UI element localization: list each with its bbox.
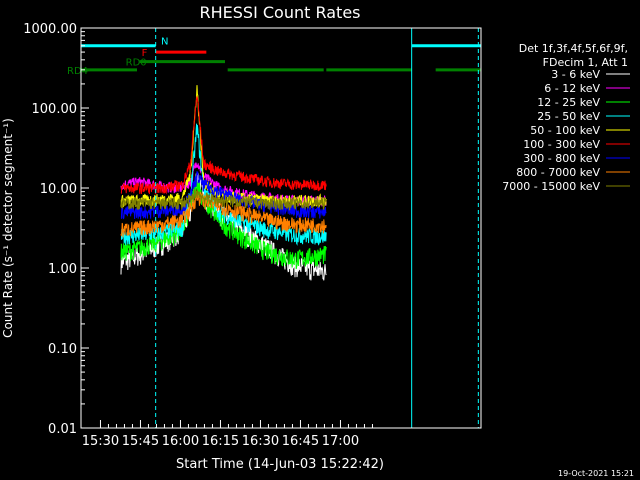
x-tick-label-6: 16:45 [282, 434, 319, 449]
series-line-6 [120, 96, 327, 195]
legend-label-7: 300 - 800 keV [523, 152, 600, 165]
chart-title: RHESSI Count Rates [200, 3, 361, 22]
legend-header-line-2: FDecim 1, Att 1 [543, 56, 628, 69]
legend-label-4: 25 - 50 keV [537, 110, 600, 123]
legend-label-3: 12 - 25 keV [537, 96, 600, 109]
flag-label-rd4: RD4 [67, 66, 88, 77]
y-tick-label-6: 1000.00 [23, 22, 77, 37]
x-tick-label-2: 15:45 [122, 434, 159, 449]
x-tick-label-7: 17:00 [322, 434, 359, 449]
series-line-3 [120, 178, 327, 270]
flag-label-rd0: RD0 [126, 58, 147, 69]
y-axis-label: Count Rate (s⁻¹ detector segment⁻¹) [1, 118, 15, 338]
y-tick-label-5: 100.00 [32, 102, 78, 117]
x-tick-label-1: 15:30 [82, 434, 119, 449]
x-axis-label: Start Time (14-Jun-03 15:22:42) [176, 457, 384, 472]
x-tick-label-3: 16:00 [162, 434, 199, 449]
flag-label-f: F [142, 48, 148, 59]
y-tick-label-2: 0.10 [48, 342, 77, 357]
legend-label-8: 800 - 7000 keV [516, 166, 600, 179]
x-tick-label-5: 16:30 [242, 434, 279, 449]
flag-label-n: N [161, 36, 168, 47]
series-line-7 [120, 171, 327, 220]
legend-label-1: 3 - 6 keV [551, 68, 600, 81]
y-tick-label-4: 10.00 [40, 182, 77, 197]
legend-label-2: 6 - 12 keV [544, 82, 600, 95]
legend-label-6: 100 - 300 keV [523, 138, 600, 151]
legend-header-line-1: Det 1f,3f,4f,5f,6f,9f, [519, 42, 628, 55]
x-tick-label-4: 16:15 [202, 434, 239, 449]
plot-frame [80, 27, 482, 429]
y-tick-label-3: 1.00 [48, 262, 77, 277]
y-tick-label-1: 0.01 [48, 422, 77, 437]
timestamp: 19-Oct-2021 15:21 [558, 469, 634, 478]
legend-label-9: 7000 - 15000 keV [502, 180, 600, 193]
legend-label-5: 50 - 100 keV [530, 124, 600, 137]
